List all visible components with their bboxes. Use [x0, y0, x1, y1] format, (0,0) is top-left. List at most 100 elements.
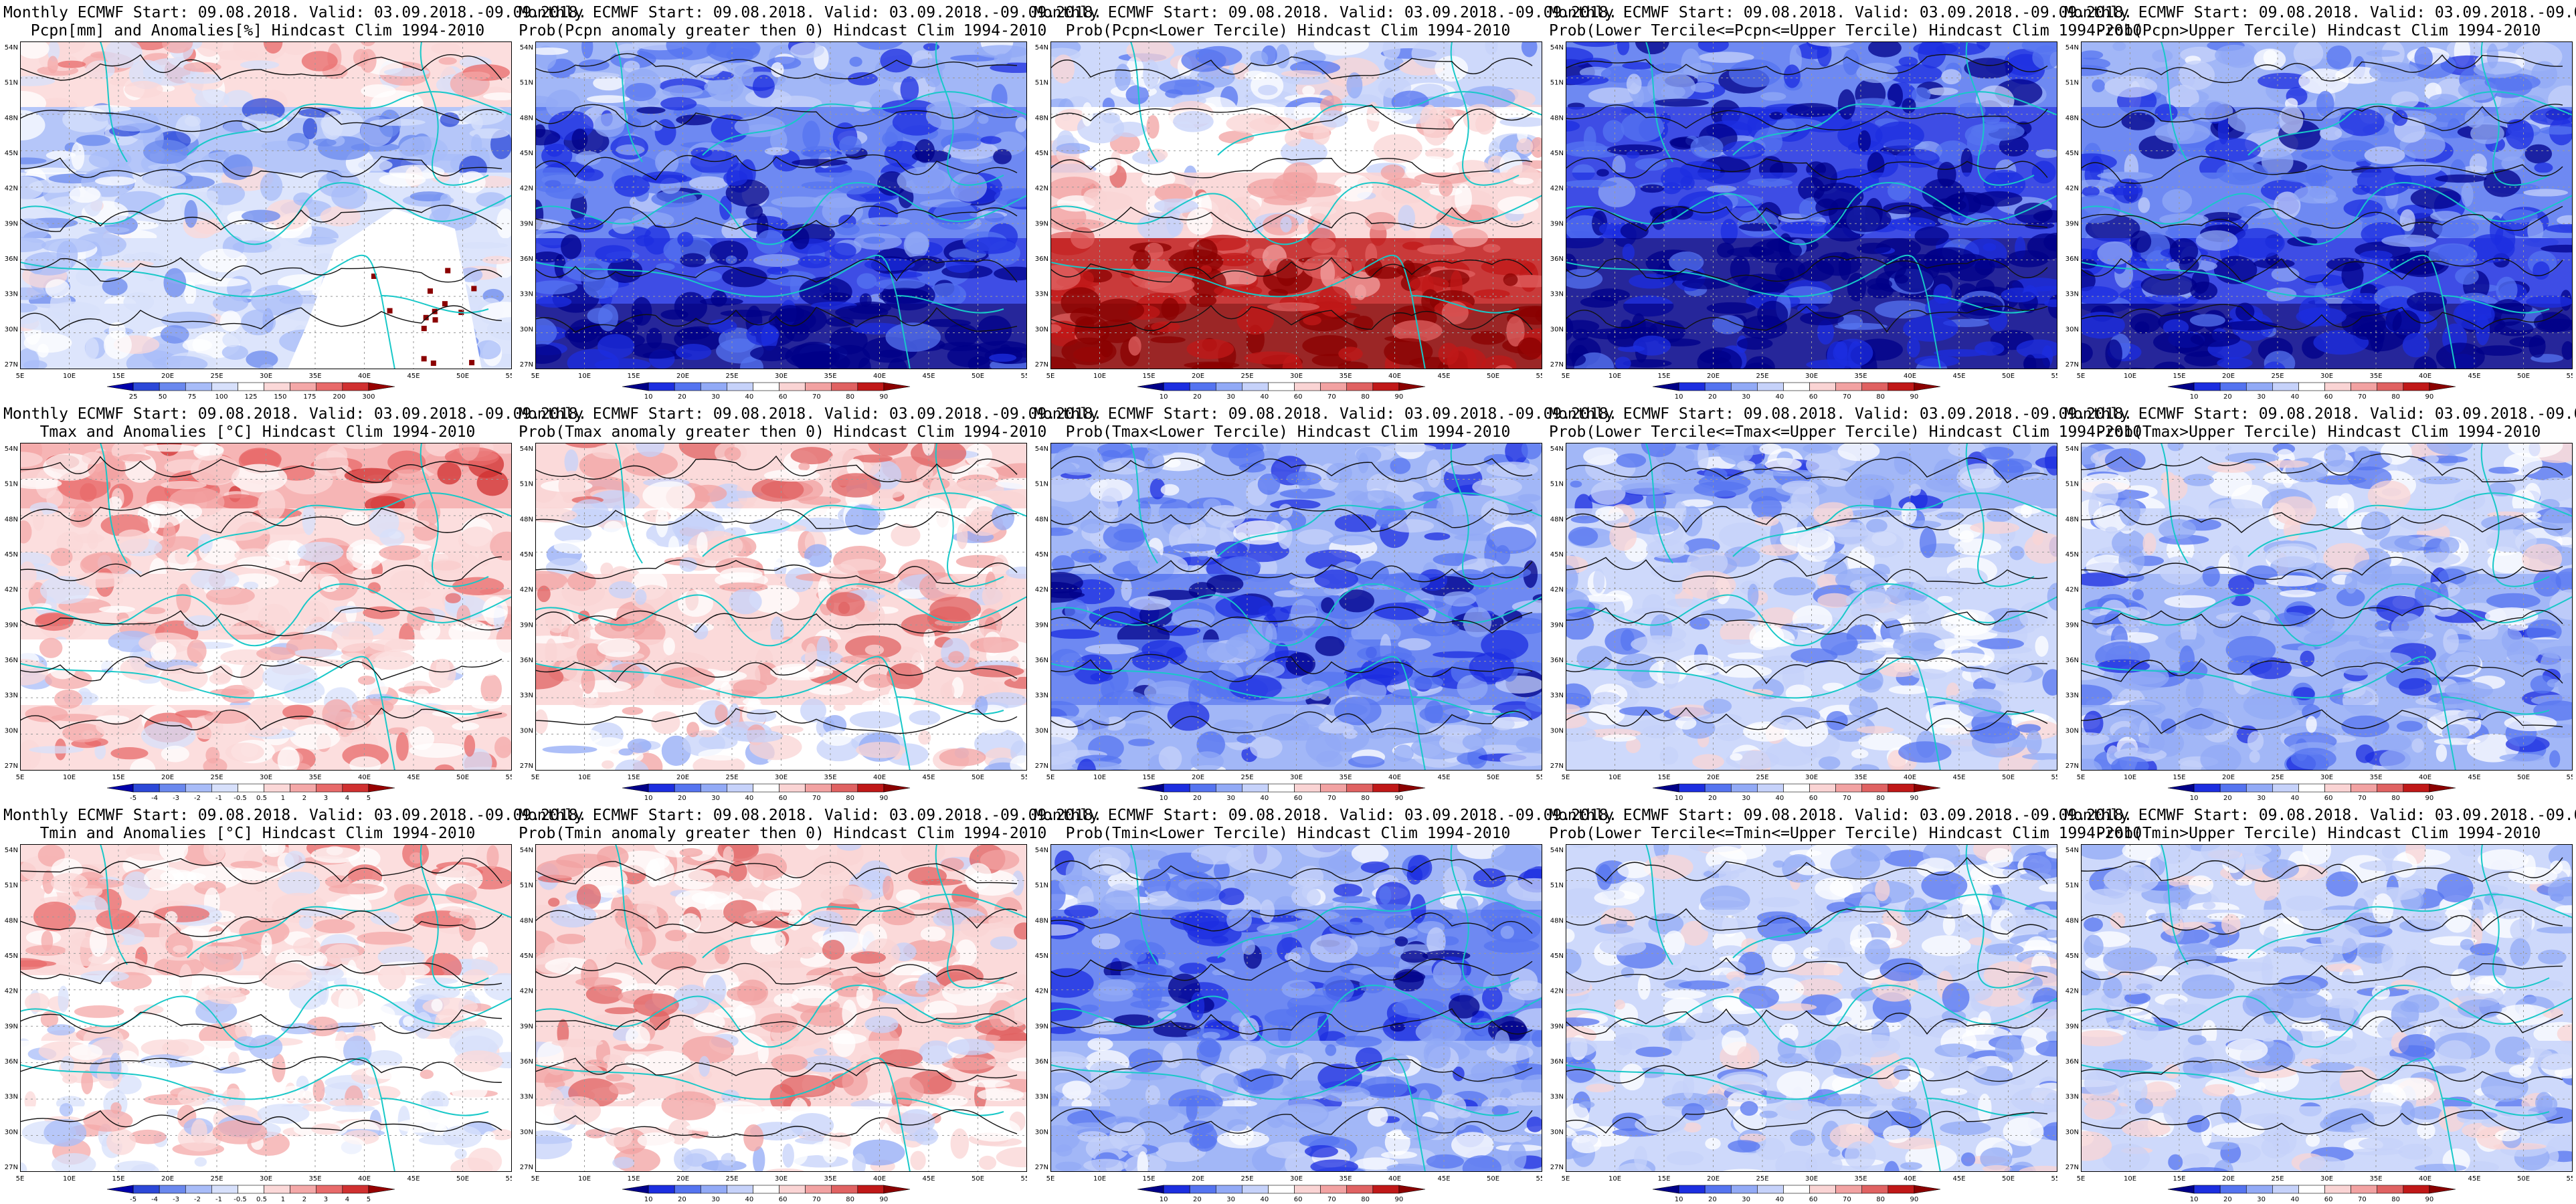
latitude-label: 54N — [2065, 445, 2079, 453]
longitude-label: 10E — [63, 373, 76, 380]
longitude-label: 20E — [676, 1175, 689, 1183]
map-figure: 54N 51N 48N 45N 42N 39N 36N 33N 30N 27N 5E 10E 15E 20… — [2065, 41, 2573, 399]
colorbar-segment — [2377, 783, 2404, 793]
colorbar-label: 75 — [188, 393, 197, 399]
latitude-label: 42N — [1035, 185, 1048, 193]
contour-fill-band — [1566, 290, 2057, 369]
latitude-label: 27N — [1035, 361, 1048, 369]
latitude-label: 39N — [5, 220, 18, 227]
coastline — [2081, 844, 2573, 1172]
latitude-label: 45N — [1035, 551, 1048, 559]
latitude-label: 54N — [2065, 847, 2079, 854]
longitude-label: 55E — [1020, 373, 1027, 380]
latitude-label: 45N — [1550, 551, 1564, 559]
colorbar-label: -0.5 — [234, 795, 247, 800]
colorbar-segment — [132, 1185, 160, 1194]
colorbar-segment — [238, 382, 264, 391]
latitude-label: 45N — [5, 150, 18, 157]
latitude-label: 39N — [1035, 621, 1048, 629]
colorbar-label: 25 — [129, 393, 138, 399]
colorbar: 10 20 30 40 60 70 80 90 — [622, 382, 911, 399]
colorbar-segment — [211, 1185, 238, 1194]
colorbar-label: 150 — [274, 393, 286, 399]
colorbar-segment — [368, 783, 395, 793]
colorbar-segment — [805, 382, 832, 391]
colorbar-label: 5 — [367, 1196, 371, 1201]
map-figure: 54N 51N 48N 45N 42N 39N 36N 33N 30N 27N 5E 10E 15E 20… — [520, 41, 1027, 399]
latitude-label: 48N — [2065, 114, 2079, 122]
latitude-label: 39N — [2065, 621, 2079, 629]
climatology-contours — [2081, 857, 2563, 1134]
colorbar-label: 90 — [1910, 795, 1919, 800]
longitude-label: 5E — [1046, 1175, 1055, 1183]
colorbar-segment — [727, 1185, 753, 1194]
panel-header: Monthly ECMWF Start: 09.08.2018. Valid: … — [2064, 4, 2576, 21]
longitude-label: 45E — [1952, 774, 1965, 781]
latitude-label: 51N — [1550, 481, 1564, 488]
colorbar-segment — [132, 783, 160, 793]
contour-fill-band — [20, 959, 512, 1058]
longitude-label: 20E — [2222, 774, 2235, 781]
colorbar-label: 80 — [1876, 795, 1885, 800]
longitude-label: 25E — [1756, 774, 1768, 781]
forecast-panel: Monthly ECMWF Start: 09.08.2018. Valid: … — [519, 807, 1102, 1201]
colorbar-label: 10 — [1160, 1196, 1168, 1201]
panel-title: Prob(Pcpn anomaly greater then 0) Hindca… — [519, 22, 1047, 39]
latitude-label: 30N — [520, 1128, 533, 1136]
colorbar-label: 90 — [2425, 1196, 2434, 1201]
contour-fill-band — [20, 1027, 512, 1120]
colorbar-label: 0.5 — [256, 795, 267, 800]
colorbar-segment — [700, 783, 727, 793]
longitude-label: 15E — [2173, 1175, 2185, 1183]
latitude-label: 33N — [1550, 692, 1564, 700]
latitude-label: 48N — [1550, 114, 1564, 122]
latitude-label: 39N — [520, 1023, 533, 1030]
colorbar-segment — [342, 783, 369, 793]
panel-title: Prob(Tmin<Lower Tercile) Hindcast Clim 1… — [1065, 825, 1511, 842]
latitude-label: 42N — [520, 988, 533, 995]
colorbar-segment — [159, 1185, 186, 1194]
climatology-contours — [1050, 456, 1533, 734]
latitude-label: 42N — [2065, 185, 2079, 193]
longitude-label: 40E — [873, 373, 886, 380]
contour-fill-band — [535, 296, 1027, 369]
colorbar-segment — [1757, 1185, 1784, 1194]
longitude-label: 50E — [2517, 774, 2530, 781]
longitude-label: 35E — [824, 774, 836, 781]
latitude-label: 39N — [5, 1023, 18, 1030]
colorbar-segment — [1137, 783, 1164, 793]
colorbar-segment — [106, 1185, 134, 1194]
colorbar-segment — [132, 382, 160, 391]
colorbar-segment — [700, 382, 727, 391]
longitude-label: 15E — [112, 1175, 124, 1183]
longitude-label: 40E — [2419, 373, 2431, 380]
map-figure: 54N 51N 48N 45N 42N 39N 36N 33N 30N 27N 5E 10E 15E 20… — [520, 844, 1027, 1201]
panel-header: Monthly ECMWF Start: 09.08.2018. Valid: … — [1034, 4, 1618, 21]
longitude-label: 40E — [2419, 1175, 2431, 1183]
colorbar-segment — [2167, 382, 2195, 391]
colorbar-segment — [674, 1185, 701, 1194]
colorbar-label: 70 — [1843, 1196, 1851, 1201]
graticule — [1566, 443, 2057, 771]
latitude-label: 48N — [520, 516, 533, 523]
longitude-label: 25E — [725, 373, 738, 380]
contour-fill-band — [1050, 1094, 1542, 1172]
colorbar-segment — [1268, 382, 1295, 391]
latitude-label: 36N — [520, 1058, 533, 1066]
colorbar-segment — [1242, 1185, 1269, 1194]
longitude-label: 25E — [2271, 774, 2284, 781]
graticule — [2081, 41, 2573, 369]
climatology-contours — [1050, 56, 1533, 331]
map-figure: 54N 51N 48N 45N 42N 39N 36N 33N 30N 27N 5E 10E 15E 20… — [1035, 443, 1542, 800]
colorbar-label: 90 — [880, 795, 889, 800]
contour-fill-band — [535, 159, 1027, 255]
longitude-label: 25E — [1240, 774, 1253, 781]
latitude-label: 27N — [520, 763, 533, 770]
contour-fill-band — [2081, 90, 2573, 185]
colorbar-segment — [1346, 382, 1374, 391]
longitude-label: 5E — [531, 373, 540, 380]
longitude-label: 45E — [1437, 373, 1450, 380]
map-area — [20, 443, 512, 771]
colorbar-label: 60 — [2324, 393, 2333, 399]
colorbar-label: 70 — [2358, 393, 2367, 399]
